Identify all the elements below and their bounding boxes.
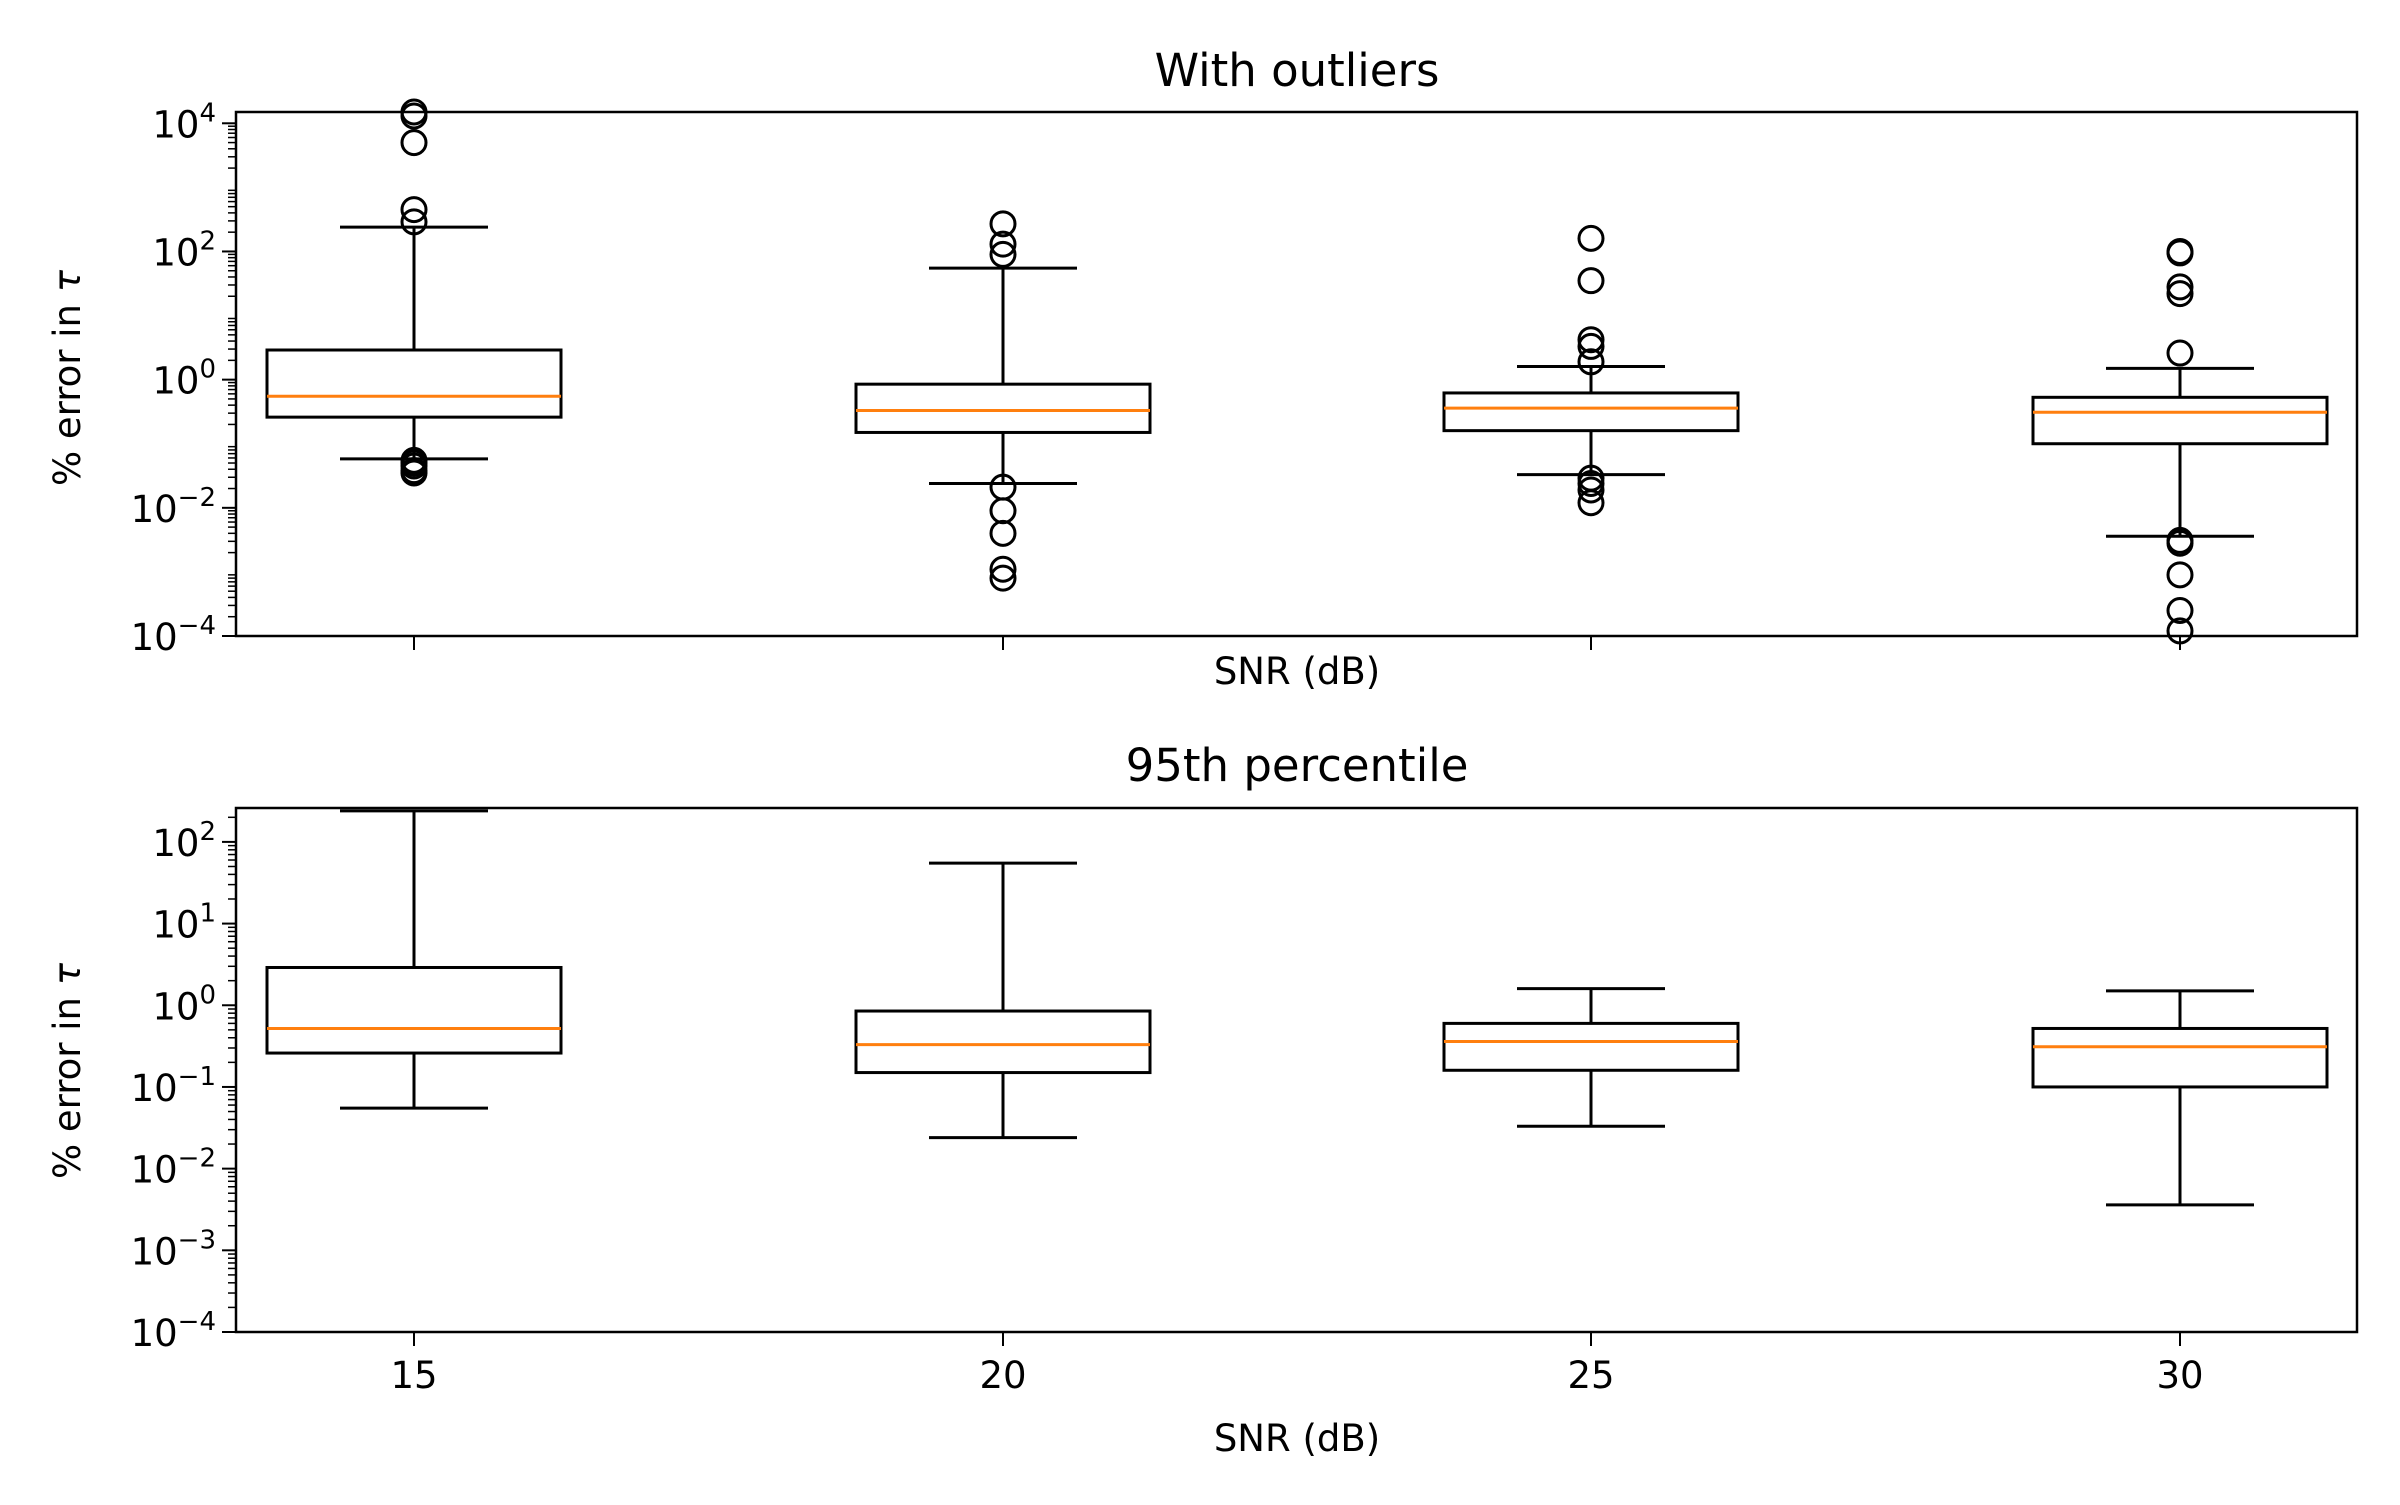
outlier-point (2166, 273, 2194, 301)
outlier-point (1577, 224, 1605, 252)
outlier-point (2166, 339, 2194, 367)
iqr-box (265, 348, 563, 419)
outlier-point (989, 230, 1017, 258)
outlier-point (1577, 469, 1605, 497)
outlier-point (1577, 489, 1605, 517)
x-tick-label: 15 (390, 1354, 437, 1397)
outlier-point (2166, 596, 2194, 624)
outlier-point (989, 240, 1017, 268)
box-20 (854, 210, 1152, 592)
x-tick-label: 30 (2156, 1354, 2203, 1397)
panel-title: With outliers (1155, 44, 1440, 97)
y-tick-label: 100 (152, 980, 216, 1028)
panel-with-outliers: With outliers 10−4 10−2 100 102 104 SNR (dB)… (46, 44, 2359, 693)
box-20 (854, 861, 1152, 1140)
x-tick-label: 25 (1567, 1354, 1614, 1397)
y-axis-label: % error in τ (46, 269, 89, 486)
outlier-point (989, 564, 1017, 592)
y-tick-label: 100 (152, 355, 216, 403)
y-tick-label: 10−3 (131, 1225, 216, 1273)
iqr-box (2031, 395, 2329, 446)
iqr-box (1442, 1021, 1740, 1072)
outlier-point (989, 519, 1017, 547)
y-tick-label: 102 (152, 817, 216, 865)
outlier-point (2166, 280, 2194, 308)
outlier-point (2166, 529, 2194, 557)
axes-frame (234, 806, 2359, 1334)
y-tick-label: 102 (152, 226, 216, 274)
box-30 (2031, 989, 2329, 1207)
iqr-box (854, 382, 1152, 434)
outlier-point (989, 210, 1017, 238)
iqr-box (265, 965, 563, 1055)
outlier-point (2166, 617, 2194, 645)
y-tick-label: 10−2 (131, 483, 216, 531)
x-axis-label: SNR (dB) (1214, 650, 1380, 693)
panel-title: 95th percentile (1126, 739, 1469, 792)
outlier-point (2166, 237, 2194, 265)
outlier-point (989, 555, 1017, 583)
y-tick-label: 101 (152, 899, 216, 947)
outlier-point (400, 129, 428, 157)
y-tick-label: 10−4 (131, 611, 216, 659)
outlier-point (400, 208, 428, 236)
y-tick-label: 10−4 (131, 1307, 216, 1355)
plot-area: 10−4 10−2 100 102 104 (131, 98, 2359, 659)
y-axis-label: % error in τ (46, 962, 89, 1179)
axes-frame (234, 110, 2359, 638)
box-25 (1442, 987, 1740, 1128)
plot-area: 10−4 10−3 10−2 10−1 100 101 102 15 20 25 30 (131, 806, 2359, 1397)
x-tick-label: 20 (979, 1354, 1026, 1397)
panel-95th-percentile: 95th percentile 10−410−310−210−110010110… (46, 739, 2359, 1460)
outlier-point (400, 446, 428, 474)
outlier-point (1577, 348, 1605, 376)
outlier-point (1577, 267, 1605, 295)
box-15 (265, 809, 563, 1110)
outlier-point (1577, 332, 1605, 360)
y-tick-label: 10−1 (131, 1062, 216, 1110)
box-25 (1442, 224, 1740, 517)
iqr-box (854, 1009, 1152, 1075)
box-30 (2031, 237, 2329, 645)
y-tick-label: 10−2 (131, 1144, 216, 1192)
outlier-point (1577, 326, 1605, 354)
x-axis-label: SNR (dB) (1214, 1417, 1380, 1460)
outlier-point (2166, 561, 2194, 589)
iqr-box (1442, 391, 1740, 433)
y-tick-label: 104 (152, 98, 216, 146)
outlier-point (400, 196, 428, 224)
iqr-box (2031, 1026, 2329, 1089)
outlier-point (1577, 476, 1605, 504)
